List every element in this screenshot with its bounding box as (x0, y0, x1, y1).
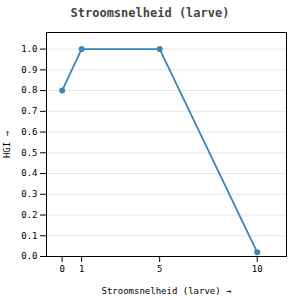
svg-text:0.3: 0.3 (21, 189, 37, 199)
svg-text:0.5: 0.5 (21, 148, 37, 158)
svg-text:1.0: 1.0 (21, 44, 37, 54)
svg-text:1: 1 (79, 264, 84, 274)
html-text:Stroomsnelheid (larve): Stroomsnelheid (larve) (70, 6, 230, 20)
svg-text:HGI →: HGI → (2, 130, 12, 158)
svg-text:0.0: 0.0 (21, 251, 37, 261)
svg-text:0.6: 0.6 (21, 127, 37, 137)
svg-text:10: 10 (252, 264, 263, 274)
svg-text:0.2: 0.2 (21, 210, 37, 220)
svg-text:0.7: 0.7 (21, 106, 37, 116)
svg-text:0.4: 0.4 (21, 168, 37, 178)
svg-text:0: 0 (59, 264, 64, 274)
svg-text:Stroomsnelheid (larve) →: Stroomsnelheid (larve) → (101, 286, 232, 296)
svg-text:0.8: 0.8 (21, 85, 37, 95)
svg-text:0.9: 0.9 (21, 65, 37, 75)
svg-text:0.1: 0.1 (21, 231, 37, 241)
svg-text:5: 5 (157, 264, 162, 274)
